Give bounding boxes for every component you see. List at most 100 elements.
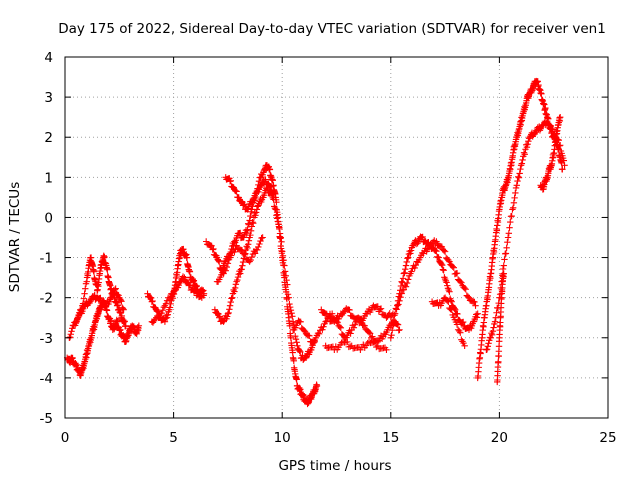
data-point-hump16 [473,314,481,321]
data-point-hump16 [460,318,467,326]
data-point-flat13b [346,306,353,314]
data-point-low7 [284,281,291,288]
data-point-low7 [274,218,282,225]
data-point-flat13b [331,318,338,325]
data-point-hump5b [179,273,187,280]
y-tick-label: 0 [44,210,53,226]
data-point-low7 [296,347,303,355]
data-point-hump16 [402,266,409,273]
data-point-flat13 [328,310,336,317]
data-point-hump16b [398,290,405,297]
data-point-low7 [247,227,255,235]
data-point-drop20 [520,149,528,156]
data-point-low7 [285,294,292,301]
data-point-low7 [275,221,282,228]
data-point-dip8 [226,178,234,185]
data-point-low7 [286,300,293,308]
data-point-rise7 [229,242,236,250]
x-tick-label: 5 [169,430,178,446]
data-point-dip8 [235,194,242,201]
data-point-upper [90,268,98,275]
data-point-drop20 [509,204,517,212]
data-points [63,77,568,408]
data-point-flat13 [319,326,326,333]
data-point-hump16 [407,250,414,257]
data-point-drop20 [500,262,507,269]
data-point-drop20 [557,142,564,149]
data-point-hump16b [397,293,404,301]
data-point-drop17 [447,305,454,313]
data-point-mid1 [97,294,104,302]
data-point-low7 [239,262,246,269]
data-point-low7 [216,313,224,320]
data-point-flat13 [337,324,345,332]
data-point-drop20 [488,331,496,339]
data-point-rise7 [244,226,251,233]
data-point-hump16 [402,262,410,269]
data-point-hump5 [149,297,156,305]
data-point-drop20 [502,250,510,257]
data-point-upper [117,309,124,317]
data-point-hump16b [441,248,449,255]
data-point-hump5 [166,304,174,311]
data-point-low7 [289,313,296,320]
data-point-hump16 [439,266,447,273]
data-point-rise20 [559,166,566,173]
y-tick-label: 2 [44,130,53,146]
data-point-rise7 [231,238,238,245]
data-point-low7 [228,295,235,302]
data-point-hump16 [404,255,411,262]
data-point-dip8 [270,190,277,197]
data-point-low7 [270,196,277,203]
data-point-mid8 [219,269,226,276]
data-point-dip8 [239,202,247,209]
chart-title: Day 175 of 2022, Sidereal Day-to-day VTE… [58,21,606,37]
data-point-drop20 [483,346,490,354]
data-point-drop20 [508,212,515,220]
data-point-drop20 [524,141,531,148]
data-point-low7 [272,206,279,213]
data-point-hump5 [183,254,191,261]
data-point-mid1 [120,306,127,313]
y-tick-label: -3 [40,331,53,347]
data-point-mid8 [246,258,253,265]
data-point-hump16b [445,256,452,264]
data-point-low7 [248,223,255,230]
data-point-hump16 [440,267,447,274]
data-point-flat13b [376,306,384,313]
data-point-hump16b [457,278,464,285]
data-point-rise7 [286,322,294,330]
data-point-hump16b [438,243,446,250]
data-point-drop20 [504,238,511,246]
data-point-dip8 [227,177,234,184]
data-point-rise7 [247,212,254,220]
data-point-hump5b [181,274,188,281]
data-point-drop20 [504,234,512,241]
data-point-low7 [229,294,236,301]
data-point-mid8 [257,237,264,245]
data-point-flat13 [395,327,402,334]
data-point-flat13 [347,330,354,337]
data-point-low7 [271,204,279,212]
data-point-dip8 [268,183,275,191]
data-point-low7 [235,270,242,278]
data-point-drop20 [549,126,557,133]
data-point-hump16b [440,247,448,254]
x-axis-label: GPS time / hours [278,458,391,474]
y-axis-label: SDTVAR / TECUs [7,182,23,292]
data-point-mid8 [224,260,232,267]
data-point-flat13b [324,314,332,321]
data-point-flat13 [306,332,313,340]
data-point-spike20 [495,358,502,366]
data-point-hump16 [407,247,415,254]
data-point-flat13 [350,324,358,331]
data-point-hump16b [458,279,465,286]
data-point-drop17 [453,321,461,328]
data-point-drop17 [461,342,468,349]
data-point-hump16b [464,293,472,300]
data-point-flat13 [365,329,373,336]
data-point-rise20 [538,90,545,98]
data-point-hump16b [433,238,440,245]
data-point-low7 [276,224,283,231]
